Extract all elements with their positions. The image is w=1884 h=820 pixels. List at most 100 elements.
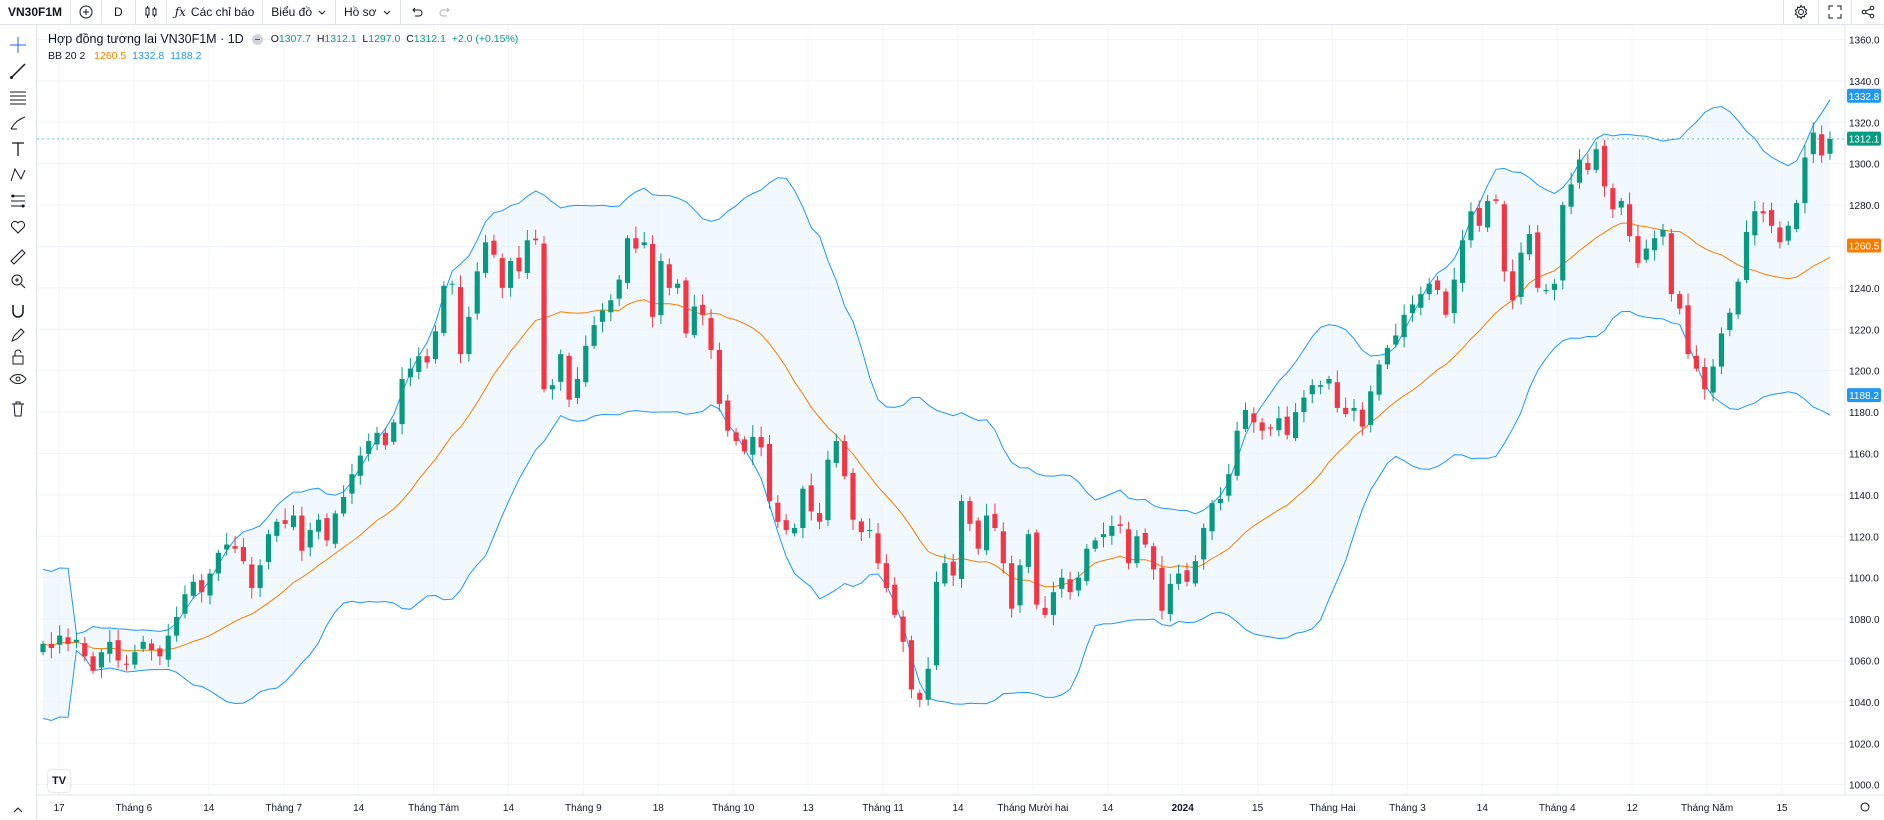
time-tick: 14: [203, 803, 215, 814]
candle-body: [1535, 232, 1541, 288]
candle-body: [1176, 573, 1182, 584]
hide-tool[interactable]: [8, 369, 28, 389]
text-tool[interactable]: [8, 139, 28, 159]
trend-line-tool[interactable]: [8, 61, 28, 81]
price-tick: 1120.0: [1849, 532, 1879, 543]
candle-body: [274, 521, 280, 536]
time-axis[interactable]: 17 Tháng 6 14 Tháng 7 14 Tháng Tám 14 Tháng 9 18…: [53, 803, 1788, 814]
candle-body: [675, 283, 681, 288]
candle-body: [374, 432, 380, 445]
candle-body: [1585, 162, 1591, 170]
text-icon: [12, 142, 24, 156]
candle-body: [800, 488, 806, 528]
fullscreen-icon: [1828, 5, 1842, 19]
candle-body: [700, 304, 706, 315]
candle-body: [1501, 204, 1507, 272]
prediction-tool[interactable]: [8, 191, 28, 211]
low-label: L: [362, 33, 369, 45]
stay-drawing-tool[interactable]: [8, 325, 28, 345]
fib-tool[interactable]: [8, 87, 28, 107]
candle-body: [1092, 540, 1098, 549]
candle-body: [549, 385, 555, 390]
price-label-text: 1312.1: [1849, 135, 1880, 146]
redo-icon: [439, 7, 450, 17]
candle-body: [1301, 397, 1307, 413]
change-value: +2.0 (+0.15%): [451, 33, 519, 45]
candle-body: [766, 443, 773, 502]
indicators-button[interactable]: ƒx Các chỉ báo: [167, 0, 264, 24]
fullscreen-button[interactable]: [1818, 0, 1851, 24]
candle-body: [1660, 229, 1666, 237]
candle-body: [1526, 234, 1532, 255]
candle-body: [1192, 561, 1198, 584]
chevron-up-icon: [13, 807, 23, 813]
zoom-tool[interactable]: [8, 271, 28, 291]
settings-button[interactable]: [1783, 0, 1818, 24]
time-tick: 17: [53, 803, 65, 814]
lock-tool[interactable]: [8, 347, 28, 367]
price-label-text: 1188.2: [1849, 391, 1879, 402]
candle-body: [341, 496, 347, 514]
candle-body: [875, 533, 881, 564]
candle-body: [132, 652, 138, 665]
candle-body: [1167, 583, 1173, 615]
fx-icon: ƒx: [174, 5, 186, 19]
candle-body: [1560, 205, 1566, 281]
candle-body: [850, 472, 856, 520]
candle-body: [240, 547, 246, 562]
candle-body: [942, 563, 948, 584]
icons-tool[interactable]: [8, 217, 28, 237]
price-axis[interactable]: 1360.01340.01320.01300.01280.01260.01240…: [1849, 35, 1880, 791]
redo-button[interactable]: [431, 0, 461, 24]
time-tick: 15: [1252, 803, 1264, 814]
candle-body: [1084, 548, 1090, 581]
brush-icon: [10, 116, 26, 130]
chart-grid: [37, 25, 1845, 795]
candle-body: [199, 580, 205, 593]
gear-icon: [1860, 802, 1870, 812]
brush-tool[interactable]: [8, 113, 28, 133]
candle-body: [775, 502, 781, 522]
share-button[interactable]: [1851, 0, 1884, 24]
ohlc-values: O1307.7 H1312.1 L1297.0 C1312.1 +2.0 (+0…: [271, 33, 519, 45]
chart-layout-dropdown[interactable]: Biểu đồ: [263, 0, 336, 24]
bb-lower-value: 1188.2: [170, 50, 202, 62]
candle-body: [741, 439, 748, 452]
candle-body: [1485, 200, 1491, 228]
magnet-tool[interactable]: [8, 301, 28, 321]
candle-body: [1693, 355, 1699, 369]
chart-style-button[interactable]: [136, 0, 167, 24]
candle-body: [1468, 211, 1474, 241]
undo-button[interactable]: [401, 0, 431, 24]
measure-tool[interactable]: [8, 247, 28, 267]
candle-body: [98, 652, 105, 668]
pattern-icon: [10, 167, 26, 182]
candle-body: [1518, 252, 1524, 297]
remove-tool[interactable]: [8, 399, 28, 419]
axis-settings-button[interactable]: [1860, 802, 1870, 812]
candle-body: [432, 331, 439, 360]
symbol-search[interactable]: VN30F1M: [0, 0, 72, 24]
collapse-legend-button[interactable]: [251, 33, 263, 45]
candle-body: [215, 552, 221, 574]
candle-body: [1618, 200, 1624, 208]
top-toolbar: VN30F1M D ƒx Các chỉ báo Biểu đồ Hồ sơ: [0, 0, 1884, 25]
symbol-label: VN30F1M: [8, 5, 63, 19]
price-tick: 1320.0: [1849, 118, 1880, 129]
crosshair-tool[interactable]: [8, 35, 28, 55]
profile-dropdown[interactable]: Hồ sơ: [336, 0, 401, 24]
candle-body: [391, 422, 397, 442]
compare-symbol-button[interactable]: [71, 0, 103, 24]
tradingview-logo[interactable]: TV: [48, 770, 70, 792]
price-chart[interactable]: 1360.01340.01320.01300.01280.01260.01240…: [37, 25, 1884, 820]
pattern-tool[interactable]: [8, 165, 28, 185]
candle-body: [892, 584, 898, 615]
interval-button[interactable]: D: [102, 0, 136, 24]
candles-icon: [145, 6, 157, 18]
price-tick: 1300.0: [1849, 160, 1880, 171]
trend-line-icon: [10, 63, 26, 79]
bollinger-legend[interactable]: BB 20 2 1260.5 1332.8 1188.2: [48, 50, 518, 62]
candle-body: [1802, 157, 1808, 204]
candle-body: [224, 544, 230, 550]
collapse-toolbar-button[interactable]: [8, 800, 28, 820]
